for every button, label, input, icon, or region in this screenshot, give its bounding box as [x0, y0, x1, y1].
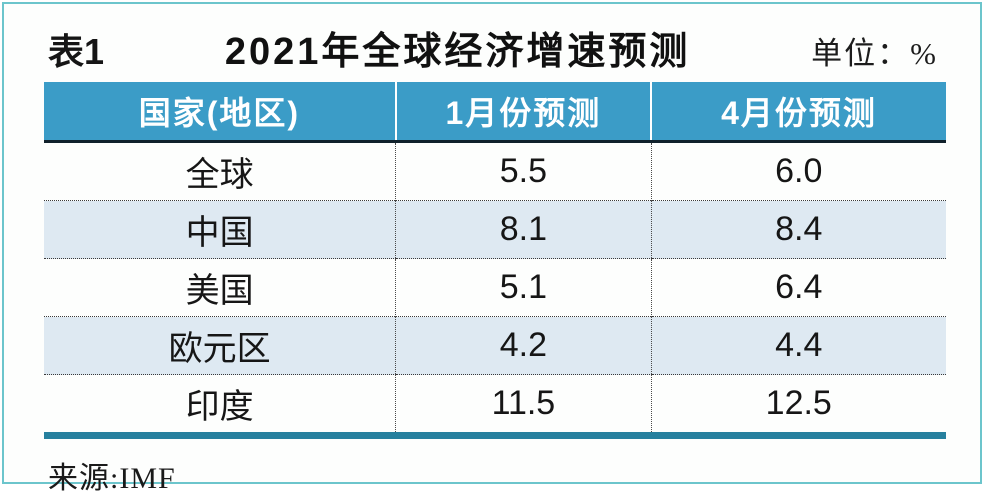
apr-value-cell: 6.4: [650, 258, 946, 317]
column-header-january-forecast: 1月份预测: [394, 82, 652, 143]
jan-value-cell: 8.1: [395, 200, 652, 259]
table-header: 国家(地区) 1月份预测 4月份预测: [44, 82, 946, 143]
jan-value-cell: 4.2: [395, 316, 652, 375]
table-row-india: 印度 11.5 12.5: [44, 374, 946, 436]
country-cell: 中国: [44, 200, 396, 259]
page-title: 2021年全球经济增速预测: [224, 31, 691, 73]
jan-value-cell: 5.5: [395, 141, 652, 201]
country-cell: 印度: [44, 374, 396, 436]
header-row: 国家(地区) 1月份预测 4月份预测: [44, 82, 946, 143]
source-note: 来源:IMF: [48, 462, 176, 495]
apr-value-cell: 4.4: [650, 316, 946, 375]
country-cell: 欧元区: [44, 316, 396, 375]
apr-value-cell: 12.5: [650, 374, 946, 436]
table-row-usa: 美国 5.1 6.4: [44, 258, 946, 317]
jan-value-cell: 11.5: [395, 374, 652, 436]
column-header-april-forecast: 4月份预测: [650, 82, 946, 143]
table-row-eurozone: 欧元区 4.2 4.4: [44, 316, 946, 375]
table-row-china: 中国 8.1 8.4: [44, 200, 946, 259]
title-row: 表1 2021年全球经济增速预测 单位：%: [4, 4, 980, 82]
table-row-global: 全球 5.5 6.0: [44, 141, 946, 201]
apr-value-cell: 6.0: [650, 141, 946, 201]
table-body: 全球 5.5 6.0 中国 8.1 8.4 美国 5.1 6.4 欧元区 4.2…: [44, 141, 946, 436]
country-cell: 美国: [44, 258, 396, 317]
apr-value-cell: 8.4: [650, 200, 946, 259]
gdp-forecast-table: 国家(地区) 1月份预测 4月份预测 全球 5.5 6.0 中国 8.1 8.4…: [44, 82, 946, 439]
table-number-label: 表1: [48, 31, 105, 72]
country-cell: 全球: [44, 141, 396, 201]
unit-label: 单位：%: [811, 36, 938, 71]
column-header-country: 国家(地区): [44, 82, 396, 143]
jan-value-cell: 5.1: [395, 258, 652, 317]
